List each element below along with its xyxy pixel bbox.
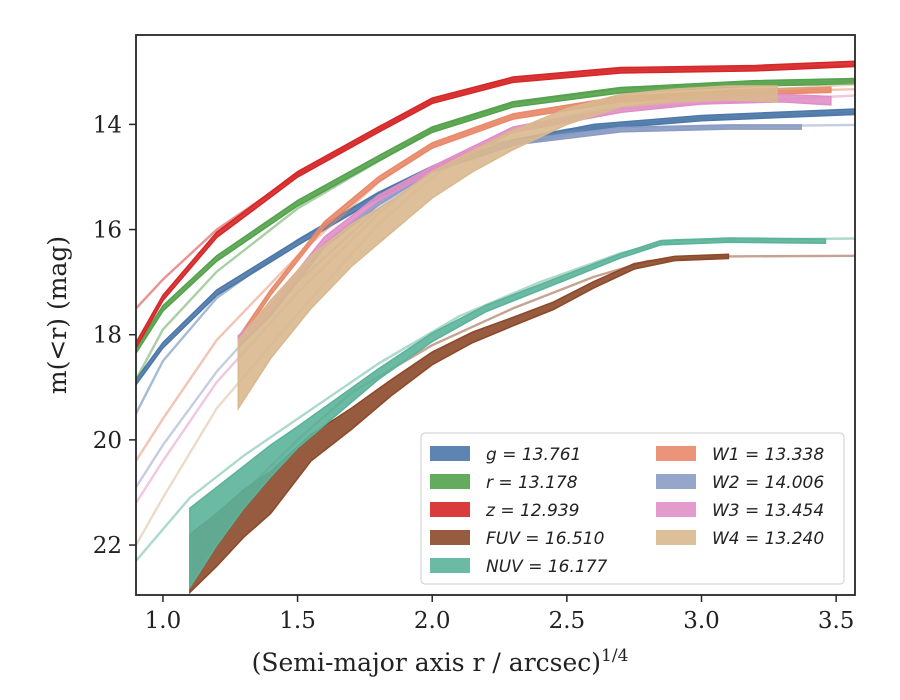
y-tick-label: 20 [93,428,122,454]
series-z [136,60,855,350]
legend-item-g: g = 13.761 [430,445,581,465]
legend-swatch [656,474,696,489]
legend-label: W4 = 13.240 [712,529,824,549]
legend: g = 13.761 r = 13.178 z = 12.939 FUV = 16.5… [420,432,845,585]
x-tick-label: 3.0 [683,608,720,634]
legend-item-w4: W4 = 13.240 [656,529,824,549]
legend-item-fuv: FUV = 16.510 [430,529,604,549]
legend-swatch [656,530,696,545]
legend-label: W2 = 14.006 [712,473,824,493]
data-band-nuv [189,237,827,590]
legend-frame [420,432,845,585]
legend-label: W1 = 13.338 [712,445,824,465]
x-axis-title-main: (Semi-major axis r / arcsec) [252,648,601,677]
legend-label: g = 13.761 [486,445,581,465]
x-tick-label: 1.5 [279,608,316,634]
legend-item-w1: W1 = 13.338 [656,445,824,465]
data-band-w1 [237,86,832,346]
legend-item-w2: W2 = 14.006 [656,473,824,493]
legend-swatch [656,446,696,461]
y-axis-title: m(<r) (mag) [43,236,72,394]
legend-item-w3: W3 = 13.454 [656,501,824,521]
data-band-r [136,77,855,355]
legend-swatch [430,558,470,573]
y-tick-label: 14 [93,112,122,138]
legend-swatch [430,530,470,545]
legend-swatch [430,446,470,461]
legend-label: r = 13.178 [486,473,578,493]
x-tick-label: 3.5 [818,608,855,634]
x-tick-label: 2.0 [414,608,451,634]
x-tick-label: 2.5 [549,608,586,634]
legend-swatch [430,474,470,489]
data-band-z [136,60,855,350]
legend-item-nuv: NUV = 16.177 [430,557,608,577]
plot-frame [135,34,856,596]
legend-item-r: r = 13.178 [430,473,578,493]
x-axis-title: (Semi-major axis r / arcsec)1/4 [252,646,629,677]
legend-label: z = 12.939 [485,501,579,521]
series-r [136,77,855,380]
series-layer [136,60,855,595]
legend-swatch [430,502,470,517]
data-band-w3 [237,93,832,347]
data-band-fuv [189,253,730,595]
y-tick-label: 16 [93,218,122,244]
data-band-w4 [237,85,778,412]
legend-item-z: z = 12.939 [430,501,579,521]
series-nuv [136,237,855,590]
legend-label: FUV = 16.510 [486,529,604,549]
series-w4 [136,83,855,546]
legend-swatch [656,502,696,517]
x-axis-title-exponent: 1/4 [601,646,628,666]
x-tick-label: 1.0 [145,608,182,634]
y-tick-label: 22 [93,533,122,559]
legend-label: NUV = 16.177 [486,557,608,577]
tick-layer: 1.0 1.5 2.0 2.5 3.0 3.5 14 16 18 20 22 [93,112,855,634]
legend-label: W3 = 13.454 [712,501,824,521]
y-tick-label: 18 [93,323,122,349]
